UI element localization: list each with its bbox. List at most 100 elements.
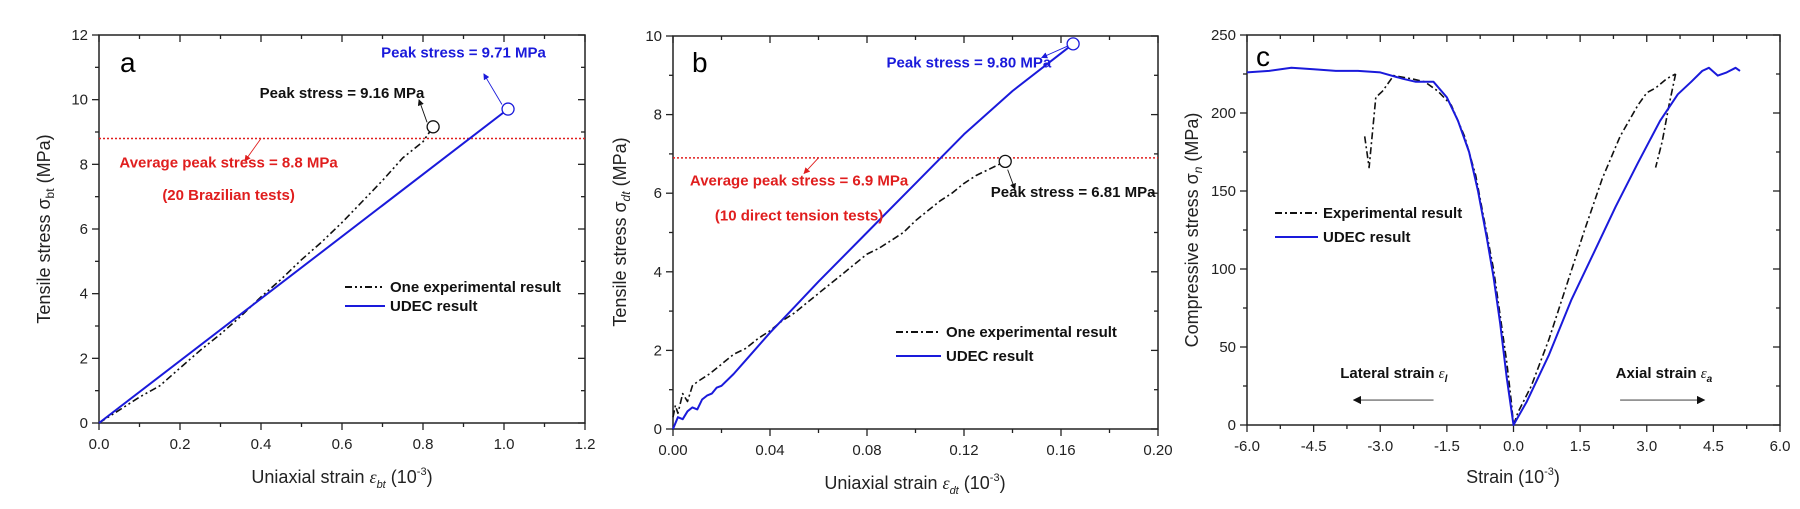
annotation-arrow: [483, 73, 503, 105]
y-tick-label: 8: [80, 156, 88, 173]
axis-title-x-b: Uniaxial strain εdt (10-3): [824, 472, 1005, 497]
y-axis-b: 0 2 4 6 8 10: [645, 28, 1158, 438]
chart-c: c Compressive stress σn (MPa) Strain (10…: [1182, 27, 1790, 487]
annotation-label: (20 Brazilian tests): [162, 187, 295, 204]
annotation-label: Peak stress = 9.80 MPa: [886, 54, 1051, 71]
legend-c: Experimental result UDEC result: [1275, 205, 1462, 246]
y-tick-label: 200: [1211, 105, 1236, 122]
x-tick-label: 0.16: [1046, 442, 1075, 459]
x-tick-label: 0.6: [332, 436, 353, 453]
legend-label-experimental-c: Experimental result: [1323, 205, 1462, 222]
axis-title-y-b: Tensile stress σdt (MPa): [610, 137, 633, 326]
x-tick-label: 0.12: [949, 442, 978, 459]
legend-label-udec-c: UDEC result: [1323, 229, 1411, 246]
x-tick-label: -1.5: [1434, 438, 1460, 455]
x-tick-label: 1.5: [1570, 438, 1591, 455]
udec-curve-a: [98, 108, 509, 424]
y-tick-label: 10: [645, 28, 662, 45]
annotation-label: Peak stress = 6.81 MPa: [991, 184, 1156, 201]
legend-b: One experimental result UDEC result: [896, 324, 1117, 365]
peak-marker-experimental: [998, 154, 1012, 169]
svg-text:Uniaxial strain εdt (10-3): Uniaxial strain εdt (10-3): [824, 472, 1005, 497]
y-tick-label: 150: [1211, 183, 1236, 200]
annotation-arrow: [244, 138, 262, 162]
experimental-curve-b: [672, 160, 1006, 418]
x-tick-label: 3.0: [1636, 438, 1657, 455]
y-tick-label: 100: [1211, 261, 1236, 278]
x-axis-a: 0.0 0.2 0.4 0.6 0.8 1.0 1.2: [89, 35, 596, 453]
y-tick-label: 4: [80, 286, 88, 303]
x-axis-b: 0.00 0.04 0.08 0.12 0.16 0.20: [658, 36, 1173, 459]
x-tick-label: 0.0: [89, 436, 110, 453]
x-tick-label: 1.2: [575, 436, 596, 453]
annotation-arrow: [803, 157, 819, 175]
legend-label-udec-a: UDEC result: [390, 298, 478, 315]
y-tick-label: 0: [654, 421, 662, 438]
experimental-curve-branch-c: [1654, 73, 1677, 168]
y-tick-label: 4: [654, 264, 662, 281]
y-tick-label: 0: [80, 415, 88, 432]
axis-title-y-c: Compressive stress σn (MPa): [1182, 113, 1205, 348]
axis-title-y-a: Tensile stress σbt (MPa): [34, 134, 57, 323]
strain-direction-label: Lateral strain εl: [1340, 365, 1447, 385]
chart-b: b Tensile stress σdt (MPa) Uniaxial stra…: [610, 28, 1173, 497]
x-tick-label: 0.8: [413, 436, 434, 453]
annotation-label: Peak stress = 9.16 MPa: [260, 85, 425, 102]
x-tick-label: 4.5: [1703, 438, 1724, 455]
x-tick-label: 0.2: [170, 436, 191, 453]
x-tick-label: 0.08: [852, 442, 881, 459]
panel-label-c: c: [1256, 41, 1270, 72]
annotation-label: (10 direct tension tests): [715, 208, 883, 225]
y-tick-label: 50: [1219, 339, 1236, 356]
legend-label-udec-b: UDEC result: [946, 348, 1034, 365]
x-tick-label: 0.4: [251, 436, 272, 453]
svg-text:Compressive stress σn (MPa): Compressive stress σn (MPa): [1182, 113, 1205, 348]
x-tick-label: 0.00: [658, 442, 687, 459]
peak-marker-udec: [501, 102, 515, 116]
annotation-arrow: [417, 99, 428, 123]
y-axis-c: 0 50 100 150 200 250: [1211, 27, 1780, 434]
svg-text:Strain (10-3): Strain (10-3): [1466, 466, 1560, 487]
experimental-curve-c: [1363, 73, 1676, 426]
peak-marker-udec: [1066, 37, 1080, 51]
chart-a: a Tensile stress σbt (MPa) Uniaxial stra…: [34, 27, 595, 491]
svg-text:Tensile stress σdt (MPa): Tensile stress σdt (MPa): [610, 137, 633, 326]
panel-label-a: a: [120, 47, 136, 78]
svg-text:Tensile stress σbt (MPa): Tensile stress σbt (MPa): [34, 134, 57, 323]
y-tick-label: 250: [1211, 27, 1236, 44]
legend-label-experimental-a: One experimental result: [390, 279, 561, 296]
peak-marker-experimental: [426, 120, 440, 134]
annotation-label: Average peak stress = 6.9 MPa: [690, 172, 909, 189]
x-tick-label: -4.5: [1301, 438, 1327, 455]
y-tick-label: 6: [654, 185, 662, 202]
x-tick-label: 0.0: [1503, 438, 1524, 455]
y-tick-label: 12: [71, 27, 88, 44]
udec-curve-b: [672, 43, 1074, 430]
x-tick-label: 0.04: [755, 442, 784, 459]
y-tick-label: 0: [1228, 417, 1236, 434]
axis-title-x-a: Uniaxial strain εbt (10-3): [251, 466, 432, 491]
x-tick-label: 1.0: [494, 436, 515, 453]
x-tick-label: 0.20: [1143, 442, 1172, 459]
legend-a: One experimental result UDEC result: [345, 279, 561, 315]
y-tick-label: 2: [654, 342, 662, 359]
x-tick-label: -6.0: [1234, 438, 1260, 455]
panel-label-b: b: [692, 47, 708, 78]
y-tick-label: 6: [80, 221, 88, 238]
udec-curve-c: [1246, 66, 1741, 426]
annotation-arrow: [1007, 169, 1016, 190]
x-tick-label: 6.0: [1770, 438, 1791, 455]
y-tick-label: 8: [654, 107, 662, 124]
annotation-label: Average peak stress = 8.8 MPa: [119, 155, 338, 172]
legend-label-experimental-b: One experimental result: [946, 324, 1117, 341]
x-axis-c: -6.0 -4.5 -3.0 -1.5 0.0 1.5 3.0 4.5 6.0: [1234, 35, 1790, 455]
y-tick-label: 10: [71, 92, 88, 109]
axis-title-x-c: Strain (10-3): [1466, 466, 1560, 487]
svg-text:Uniaxial strain εbt (10-3): Uniaxial strain εbt (10-3): [251, 466, 432, 491]
x-tick-label: -3.0: [1367, 438, 1393, 455]
y-axis-a: 0 2 4 6 8 10 12: [71, 27, 585, 432]
annotation-label: Peak stress = 9.71 MPa: [381, 45, 546, 62]
y-tick-label: 2: [80, 350, 88, 367]
plot-frame-b: [672, 35, 1159, 430]
